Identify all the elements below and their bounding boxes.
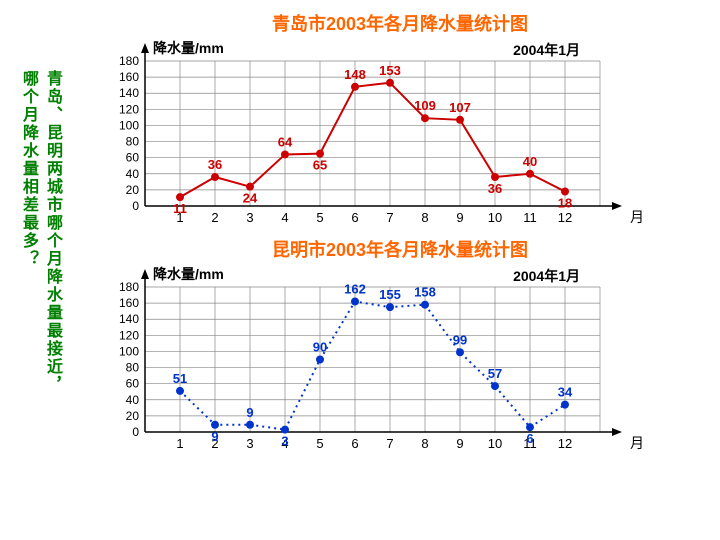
svg-text:100: 100: [119, 118, 139, 132]
svg-text:180: 180: [119, 54, 139, 68]
svg-text:8: 8: [421, 210, 428, 225]
svg-text:34: 34: [558, 385, 573, 400]
svg-text:20: 20: [126, 183, 140, 197]
svg-text:90: 90: [313, 340, 327, 355]
svg-text:2004年1月: 2004年1月: [513, 42, 580, 58]
svg-text:9: 9: [456, 436, 463, 451]
svg-text:3: 3: [281, 434, 288, 449]
svg-text:6: 6: [351, 436, 358, 451]
svg-text:6: 6: [351, 210, 358, 225]
question-line-2: 哪个月降水量相差最多？: [16, 70, 40, 462]
svg-text:120: 120: [119, 102, 139, 116]
svg-text:140: 140: [119, 86, 139, 100]
svg-text:4: 4: [281, 210, 288, 225]
svg-text:36: 36: [208, 157, 222, 172]
svg-text:153: 153: [379, 63, 401, 78]
svg-text:24: 24: [243, 191, 258, 206]
svg-text:9: 9: [211, 429, 218, 444]
svg-text:51: 51: [173, 371, 187, 386]
svg-text:3: 3: [246, 436, 253, 451]
svg-text:140: 140: [119, 312, 139, 326]
svg-text:65: 65: [313, 158, 327, 173]
chart-2-svg: 020406080100120140160180123456789101112月…: [90, 262, 650, 462]
svg-text:降水量/mm: 降水量/mm: [153, 40, 224, 56]
chart-1-svg: 020406080100120140160180123456789101112月…: [90, 36, 650, 236]
svg-text:99: 99: [453, 332, 467, 347]
svg-text:180: 180: [119, 280, 139, 294]
page-container: 哪个月降水量相差最多？ 青岛、昆明两城市哪个月降水量最接近， 青岛市2003年各…: [10, 10, 720, 462]
svg-text:月: 月: [630, 209, 644, 225]
svg-text:80: 80: [126, 361, 140, 375]
svg-text:40: 40: [523, 154, 537, 169]
svg-text:60: 60: [126, 151, 140, 165]
chart-2-wrap: 020406080100120140160180123456789101112月…: [90, 262, 710, 462]
svg-text:36: 36: [488, 181, 502, 196]
svg-text:10: 10: [488, 436, 502, 451]
chart-2-block: 昆明市2003年各月降水量统计图 02040608010012014016018…: [70, 236, 720, 462]
svg-text:11: 11: [523, 210, 537, 225]
svg-text:162: 162: [344, 282, 366, 297]
svg-text:12: 12: [558, 210, 572, 225]
svg-text:148: 148: [344, 67, 366, 82]
chart-2-title: 昆明市2003年各月降水量统计图: [70, 236, 720, 262]
svg-text:40: 40: [126, 167, 140, 181]
svg-text:57: 57: [488, 366, 502, 381]
svg-text:11: 11: [173, 201, 187, 216]
svg-text:12: 12: [558, 436, 572, 451]
svg-text:120: 120: [119, 328, 139, 342]
svg-text:5: 5: [316, 436, 323, 451]
chart-1-block: 青岛市2003年各月降水量统计图 0 20 40 60 80 100 120 140 160 18…: [70, 10, 720, 236]
svg-text:9: 9: [246, 405, 253, 420]
svg-text:100: 100: [119, 344, 139, 358]
svg-text:6: 6: [526, 431, 533, 446]
svg-text:月: 月: [630, 435, 644, 451]
svg-text:60: 60: [126, 377, 140, 391]
svg-text:1: 1: [176, 436, 183, 451]
svg-text:8: 8: [421, 436, 428, 451]
svg-text:2004年1月: 2004年1月: [513, 268, 580, 284]
chart-1-wrap: 020406080100120140160180123456789101112月…: [90, 36, 710, 236]
svg-text:0: 0: [132, 199, 139, 213]
charts-area: 青岛市2003年各月降水量统计图 02040608010012014016018…: [70, 10, 720, 462]
svg-text:160: 160: [119, 70, 139, 84]
svg-text:10: 10: [488, 210, 502, 225]
svg-text:降水量/mm: 降水量/mm: [153, 266, 224, 282]
question-line-1: 青岛、昆明两城市哪个月降水量最接近，: [40, 70, 64, 462]
svg-text:158: 158: [414, 285, 436, 300]
svg-text:7: 7: [386, 210, 393, 225]
svg-text:160: 160: [119, 296, 139, 310]
svg-text:2: 2: [211, 210, 218, 225]
svg-text:107: 107: [449, 100, 471, 115]
svg-text:18: 18: [558, 196, 572, 211]
svg-text:7: 7: [386, 436, 393, 451]
svg-text:5: 5: [316, 210, 323, 225]
svg-text:20: 20: [126, 409, 140, 423]
svg-text:0: 0: [132, 425, 139, 439]
svg-text:155: 155: [379, 287, 401, 302]
question-block: 哪个月降水量相差最多？ 青岛、昆明两城市哪个月降水量最接近，: [10, 10, 70, 462]
chart-1-title: 青岛市2003年各月降水量统计图: [70, 10, 720, 36]
svg-text:3: 3: [246, 210, 253, 225]
svg-text:64: 64: [278, 134, 293, 149]
svg-text:109: 109: [414, 98, 436, 113]
svg-text:80: 80: [126, 135, 140, 149]
svg-text:40: 40: [126, 393, 140, 407]
svg-text:9: 9: [456, 210, 463, 225]
